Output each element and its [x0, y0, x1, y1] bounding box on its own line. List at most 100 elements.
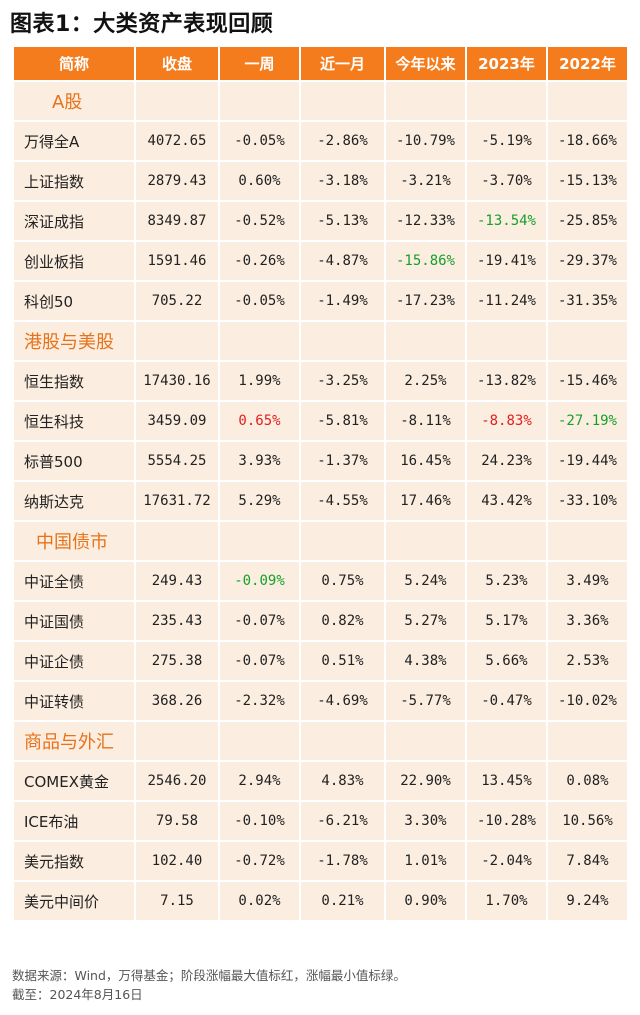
section-filler-cell [136, 522, 218, 560]
section-filler-cell [136, 82, 218, 120]
return-value: 43.42% [467, 482, 546, 520]
return-value: -25.85% [548, 202, 627, 240]
section-title: 中国债市 [14, 522, 134, 560]
section-filler-cell [220, 722, 299, 760]
table-row: 万得全A 4072.65 -0.05% -2.86% -10.79% -5.19% -18.… [14, 122, 627, 160]
asset-name: 中证国债 [14, 602, 134, 640]
return-value: -10.79% [386, 122, 465, 160]
return-value: 5.27% [386, 602, 465, 640]
table-row: 中证转债 368.26 -2.32% -4.69% -5.77% -0.47% -10.02… [14, 682, 627, 720]
return-value: 0.82% [301, 602, 384, 640]
close-value: 7.15 [136, 882, 218, 920]
return-value: -0.72% [220, 842, 299, 880]
table-row: 标普500 5554.25 3.93% -1.37% 16.45% 24.23% -19.4… [14, 442, 627, 480]
as-of-date: 截至：2024年8月16日 [12, 987, 143, 1002]
return-value: 0.60% [220, 162, 299, 200]
return-value: 7.84% [548, 842, 627, 880]
return-value: 3.36% [548, 602, 627, 640]
return-value: 2.94% [220, 762, 299, 800]
section-filler-cell [301, 322, 384, 360]
return-value: -19.44% [548, 442, 627, 480]
return-value: -1.49% [301, 282, 384, 320]
return-value: -2.32% [220, 682, 299, 720]
table-row: 中证国债 235.43 -0.07% 0.82% 5.27% 5.17% 3.36% [14, 602, 627, 640]
return-value: 3.93% [220, 442, 299, 480]
return-value: 5.24% [386, 562, 465, 600]
return-value: 13.45% [467, 762, 546, 800]
return-value: -33.10% [548, 482, 627, 520]
return-value: 1.01% [386, 842, 465, 880]
close-value: 275.38 [136, 642, 218, 680]
section-filler-cell [548, 722, 627, 760]
return-value: 10.56% [548, 802, 627, 840]
return-value: -2.86% [301, 122, 384, 160]
return-value: 0.08% [548, 762, 627, 800]
asset-name: 万得全A [14, 122, 134, 160]
return-value: -15.46% [548, 362, 627, 400]
table-row: 恒生科技 3459.09 0.65% -5.81% -8.11% -8.83% -27.19… [14, 402, 627, 440]
table-row: 上证指数 2879.43 0.60% -3.18% -3.21% -3.70% -15.13… [14, 162, 627, 200]
return-value: -6.21% [301, 802, 384, 840]
section-filler-cell [467, 82, 546, 120]
table-row: 中证全债 249.43 -0.09% 0.75% 5.24% 5.23% 3.49% [14, 562, 627, 600]
asset-name: ICE布油 [14, 802, 134, 840]
asset-name: 创业板指 [14, 242, 134, 280]
asset-name: 美元中间价 [14, 882, 134, 920]
section-filler-cell [136, 322, 218, 360]
close-value: 705.22 [136, 282, 218, 320]
section-filler-cell [301, 722, 384, 760]
return-value: 3.49% [548, 562, 627, 600]
section-filler-cell [301, 82, 384, 120]
return-value: -11.24% [467, 282, 546, 320]
asset-name: 中证转债 [14, 682, 134, 720]
asset-name: 恒生科技 [14, 402, 134, 440]
section-filler-cell [467, 322, 546, 360]
close-value: 249.43 [136, 562, 218, 600]
return-value: -0.05% [220, 122, 299, 160]
return-value: 17.46% [386, 482, 465, 520]
asset-name: 科创50 [14, 282, 134, 320]
table-row: 美元指数 102.40 -0.72% -1.78% 1.01% -2.04% 7.84% [14, 842, 627, 880]
section-filler-cell [548, 322, 627, 360]
return-value: 16.45% [386, 442, 465, 480]
table-row: COMEX黄金 2546.20 2.94% 4.83% 22.90% 13.45% 0.08… [14, 762, 627, 800]
close-value: 79.58 [136, 802, 218, 840]
section-filler-cell [548, 522, 627, 560]
table-body: A股 万得全A 4072.65 -0.05% -2.86% -10.79% -5.19% -1… [14, 82, 627, 920]
return-value: 3.30% [386, 802, 465, 840]
return-value: -17.23% [386, 282, 465, 320]
return-value: 0.65% [220, 402, 299, 440]
close-value: 3459.09 [136, 402, 218, 440]
close-value: 4072.65 [136, 122, 218, 160]
return-value: 5.66% [467, 642, 546, 680]
asset-name: 纳斯达克 [14, 482, 134, 520]
return-value: -29.37% [548, 242, 627, 280]
section-row: 商品与外汇 [14, 722, 627, 760]
return-value: -18.66% [548, 122, 627, 160]
return-value: 9.24% [548, 882, 627, 920]
table-row: 深证成指 8349.87 -0.52% -5.13% -12.33% -13.54% -25… [14, 202, 627, 240]
return-value: -4.55% [301, 482, 384, 520]
asset-name: 上证指数 [14, 162, 134, 200]
return-value: 4.38% [386, 642, 465, 680]
close-value: 1591.46 [136, 242, 218, 280]
table-row: 恒生指数 17430.16 1.99% -3.25% 2.25% -13.82% -15.4… [14, 362, 627, 400]
return-value: -0.05% [220, 282, 299, 320]
return-value: -10.28% [467, 802, 546, 840]
return-value: 4.83% [301, 762, 384, 800]
close-value: 2546.20 [136, 762, 218, 800]
return-value: -8.83% [467, 402, 546, 440]
return-value: -3.18% [301, 162, 384, 200]
return-value: -8.11% [386, 402, 465, 440]
return-value: -0.47% [467, 682, 546, 720]
return-value: 0.75% [301, 562, 384, 600]
section-filler-cell [136, 722, 218, 760]
header-ytd: 今年以来 [386, 47, 465, 80]
section-filler-cell [467, 722, 546, 760]
return-value: -2.04% [467, 842, 546, 880]
return-value: -10.02% [548, 682, 627, 720]
section-title: 港股与美股 [14, 322, 134, 360]
asset-name: 美元指数 [14, 842, 134, 880]
return-value: -15.86% [386, 242, 465, 280]
